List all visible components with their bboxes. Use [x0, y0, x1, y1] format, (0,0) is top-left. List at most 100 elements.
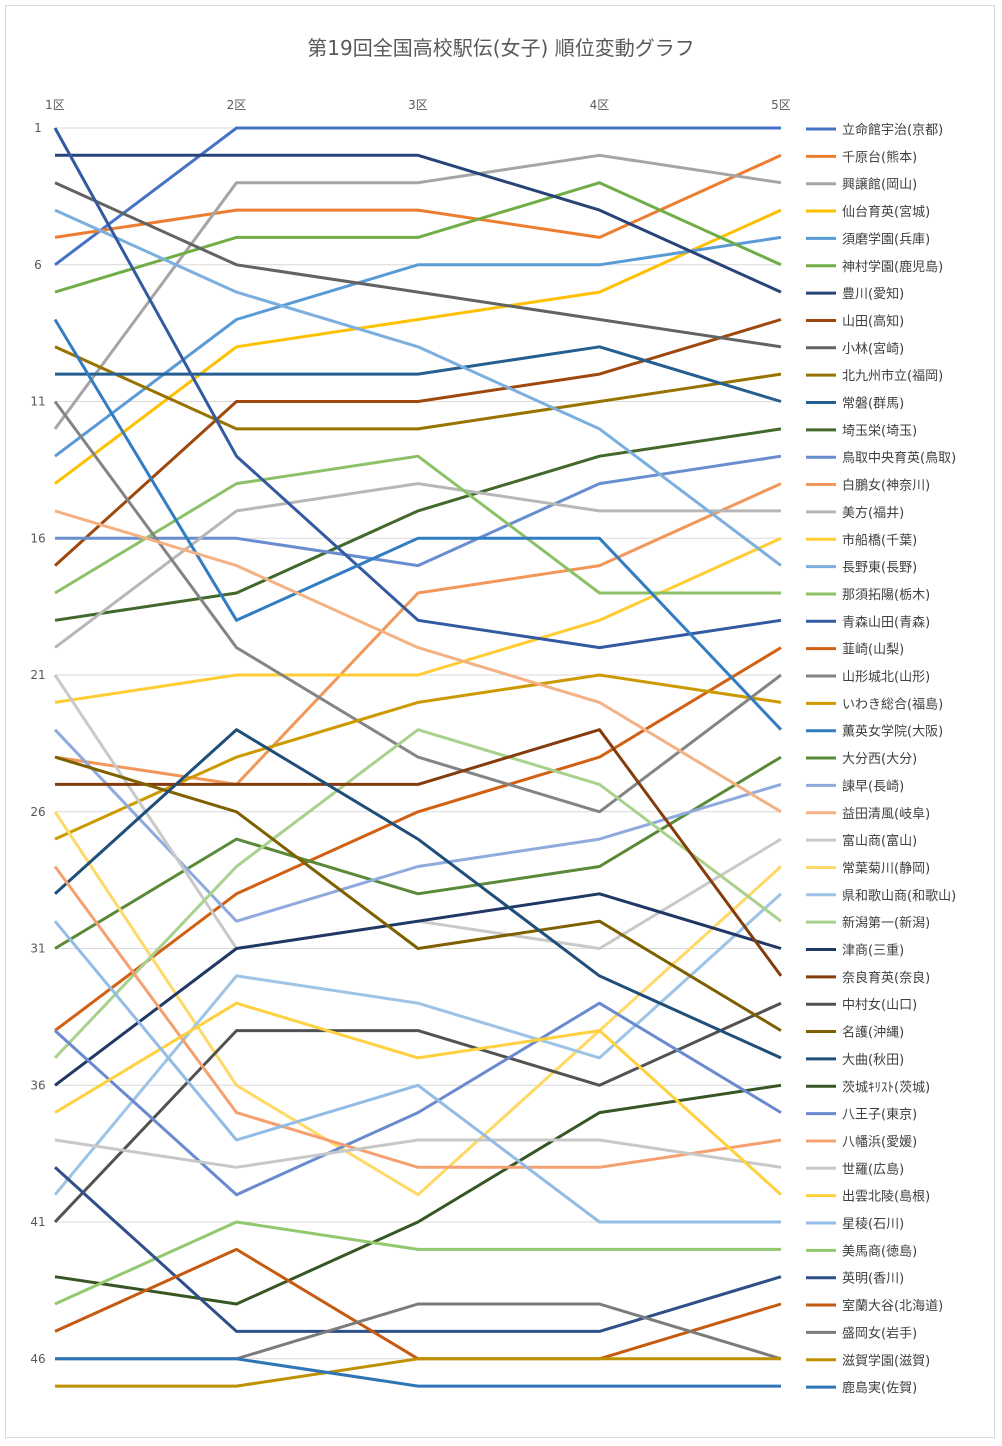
series-line [54, 454, 781, 595]
series-line [54, 235, 782, 458]
series-lines [53, 126, 783, 1388]
x-tick-label: 1区 [45, 98, 65, 112]
series-line [55, 1357, 781, 1388]
series-line [54, 482, 782, 786]
legend-label: 常磐(群馬) [842, 397, 904, 412]
legend-label: 鳥取中央育英(鳥取) [842, 450, 956, 466]
series-line [54, 345, 782, 431]
series-line [54, 892, 782, 1087]
x-tick-label: 2区 [227, 98, 247, 112]
legend-label: 常葉菊川(静岡) [842, 861, 930, 876]
legend-label: 英明(香川) [842, 1272, 904, 1287]
series-line [53, 318, 782, 567]
legend-label: 豊川(愛知) [842, 286, 904, 302]
legend-label: 盛岡女(岩手) [842, 1325, 917, 1341]
legend-label: 益田清風(岐阜) [842, 806, 930, 822]
legend-label: 八王子(東京) [842, 1107, 917, 1123]
y-tick-label: 1 [34, 121, 42, 135]
series-line [54, 1138, 782, 1169]
legend-label: 中村女(山口) [842, 997, 917, 1013]
series-line [53, 920, 781, 1224]
series-line [53, 1001, 782, 1224]
legend-label: 諫早(長崎) [842, 778, 904, 794]
legend-label: 滋賀学園(滋賀) [842, 1353, 930, 1369]
series-line [54, 509, 782, 814]
legend-label: 韮崎(山梨) [842, 643, 904, 658]
series-line [53, 127, 782, 650]
legend-label: 鹿島実(佐賀) [842, 1380, 917, 1396]
legend-label: 大分西(大分) [842, 752, 917, 767]
legend-label: 山形城北(山形) [842, 670, 930, 685]
series-line [54, 208, 782, 567]
y-tick-label: 41 [30, 1215, 45, 1229]
legend-label: 市船橋(千葉) [842, 532, 917, 548]
legend-label: 那須拓陽(栃木) [842, 588, 930, 603]
legend-label: 白鵬女(神奈川) [842, 478, 930, 494]
y-tick-label: 16 [30, 531, 45, 545]
y-tick-label: 46 [30, 1352, 45, 1366]
series-line [54, 1220, 781, 1306]
legend-label: 県和歌山商(和歌山) [842, 889, 956, 904]
series-line [55, 1357, 781, 1388]
legend-label: 室蘭大谷(北海道) [842, 1298, 943, 1314]
legend-label: 須磨学園(兵庫) [842, 231, 930, 247]
gridlines [55, 127, 781, 1360]
legend-label: いわき総合(福島) [842, 697, 943, 712]
series-line [54, 646, 782, 1032]
legend-label: 北九州市立(福岡) [842, 368, 943, 384]
legend-label: 立命館宇治(京都) [842, 122, 943, 138]
legend-label: 美方(福井) [842, 505, 904, 521]
series-line [53, 1001, 782, 1197]
chart-frame [5, 5, 995, 1438]
series-line [54, 208, 782, 485]
legend-label: 薫英女学院(大阪) [842, 724, 943, 740]
y-tick-label: 31 [30, 942, 45, 956]
series-line [54, 126, 781, 266]
legend-label: 富山商(富山) [842, 833, 917, 849]
series-line [54, 1001, 783, 1196]
y-tick-label: 21 [30, 668, 45, 682]
x-tick-label: 5区 [771, 98, 791, 112]
chart-title: 第19回全国高校駅伝(女子) 順位変動グラフ [307, 36, 695, 60]
legend-label: 世羅(広島) [842, 1162, 904, 1177]
legend-label: 新潟第一(新潟) [842, 915, 930, 931]
legend-label: 大曲(秋田) [842, 1053, 904, 1068]
legend-label: 名護(沖縄) [842, 1025, 904, 1041]
series-line [54, 1083, 782, 1306]
y-tick-label: 11 [30, 395, 45, 409]
legend-label: 青森山田(青森) [842, 615, 930, 630]
legend-label: 出雲北陵(島根) [842, 1190, 930, 1205]
series-line [53, 728, 782, 1059]
legend-label: 埼玉栄(埼玉) [842, 424, 917, 439]
series-line [54, 181, 782, 349]
legend-label: 仙台育英(宮城) [842, 204, 930, 220]
series-line [55, 345, 782, 403]
legend-label: 長野東(長野) [842, 560, 917, 576]
legend-label: 興譲館(岡山) [842, 177, 917, 193]
legend-label: 小林(宮崎) [842, 341, 904, 357]
legend-label: 奈良育英(奈良) [842, 970, 930, 986]
series-line [54, 755, 782, 1032]
legend-label: 美馬商(徳島) [842, 1244, 917, 1259]
x-axis-labels: 1区 2区 3区 4区 5区 [45, 98, 791, 112]
y-tick-label: 6 [34, 258, 42, 272]
series-line [54, 427, 782, 622]
legend-label: 茨城ｷﾘｽﾄ(茨城) [842, 1080, 930, 1095]
series-line [54, 181, 782, 294]
y-tick-label: 36 [30, 1078, 45, 1092]
legend: 立命館宇治(京都) 千原台(熊本) 興譲館(岡山) 仙台育英(宮城) 須磨学園(兵庫) 神… [806, 122, 956, 1396]
series-line [53, 728, 782, 1060]
series-line [53, 400, 782, 814]
x-tick-label: 3区 [408, 98, 428, 112]
legend-label: 八幡浜(愛媛) [842, 1135, 917, 1150]
legend-label: 津商(三重) [842, 943, 904, 959]
legend-label: 千原台(熊本) [842, 149, 917, 165]
series-line [54, 482, 781, 649]
x-tick-label: 4区 [590, 98, 610, 112]
legend-label: 神村学園(鹿児島) [842, 259, 943, 275]
series-line [55, 728, 783, 977]
legend-label: 山田(高知) [842, 313, 904, 329]
series-line [53, 318, 783, 731]
